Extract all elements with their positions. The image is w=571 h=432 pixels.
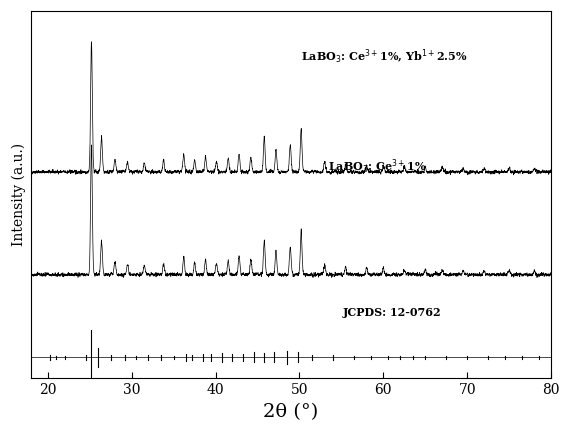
Text: LaBO$_3$: Ce$^{3+}$1%: LaBO$_3$: Ce$^{3+}$1% — [328, 158, 426, 176]
Text: JCPDS: 12-0762: JCPDS: 12-0762 — [343, 307, 442, 318]
X-axis label: 2θ (°): 2θ (°) — [263, 403, 319, 421]
Y-axis label: Intensity (a.u.): Intensity (a.u.) — [11, 143, 26, 246]
Text: LaBO$_3$: Ce$^{3+}$1%, Yb$^{1+}$2.5%: LaBO$_3$: Ce$^{3+}$1%, Yb$^{1+}$2.5% — [301, 48, 468, 66]
